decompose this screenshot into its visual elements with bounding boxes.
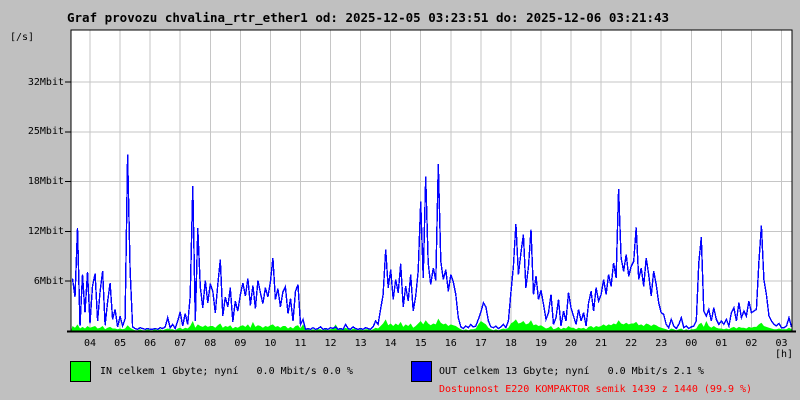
y-tick-label: 12Mbit bbox=[27, 225, 64, 237]
x-tick-label: 08 bbox=[204, 338, 217, 349]
x-tick-label: 07 bbox=[174, 338, 187, 349]
x-tick-label: 03 bbox=[775, 338, 788, 349]
x-tick-label: 05 bbox=[114, 338, 127, 349]
y-tick-label: 6Mbit bbox=[33, 275, 64, 287]
availability-status: Dostupnost E220 KOMPAKTOR semik 1439 z 1… bbox=[439, 384, 753, 395]
x-tick-label: 21 bbox=[595, 338, 608, 349]
x-tick-label: 15 bbox=[414, 338, 427, 349]
y-tick-label: 25Mbit bbox=[27, 126, 64, 138]
x-axis-unit-label: [h] bbox=[774, 349, 794, 360]
x-tick-label: 12 bbox=[324, 338, 337, 349]
traffic-chart bbox=[65, 29, 796, 333]
in-legend-label: IN celkem 1 Gbyte; nyní 0.0 Mbit/s 0.0 % bbox=[100, 366, 353, 377]
x-tick-label: 00 bbox=[685, 338, 698, 349]
x-tick-label: 18 bbox=[504, 338, 517, 349]
x-tick-label: 23 bbox=[655, 338, 668, 349]
graph-title: Graf provozu chvalina_rtr_ether1 od: 202… bbox=[67, 10, 670, 25]
x-tick-label: 06 bbox=[144, 338, 157, 349]
x-tick-label: 01 bbox=[715, 338, 728, 349]
out-legend-label: OUT celkem 13 Gbyte; nyní 0.0 Mbit/s 2.1… bbox=[439, 366, 704, 377]
x-tick-label: 20 bbox=[565, 338, 578, 349]
x-tick-label: 17 bbox=[474, 338, 487, 349]
x-tick-label: 13 bbox=[354, 338, 367, 349]
x-tick-label: 19 bbox=[534, 338, 547, 349]
y-axis-unit-label: [/s] bbox=[10, 32, 35, 43]
y-tick-label: 32Mbit bbox=[27, 76, 64, 88]
x-tick-label: 10 bbox=[264, 338, 277, 349]
x-tick-label: 16 bbox=[444, 338, 457, 349]
x-tick-label: 02 bbox=[745, 338, 758, 349]
x-tick-label: 04 bbox=[84, 338, 97, 349]
x-tick-label: 09 bbox=[234, 338, 247, 349]
x-tick-label: 22 bbox=[625, 338, 638, 349]
in-legend-swatch bbox=[70, 361, 91, 382]
y-tick-label: 18Mbit bbox=[27, 176, 64, 188]
x-tick-label: 14 bbox=[384, 338, 397, 349]
x-tick-label: 11 bbox=[294, 338, 307, 349]
out-legend-swatch bbox=[411, 361, 432, 382]
